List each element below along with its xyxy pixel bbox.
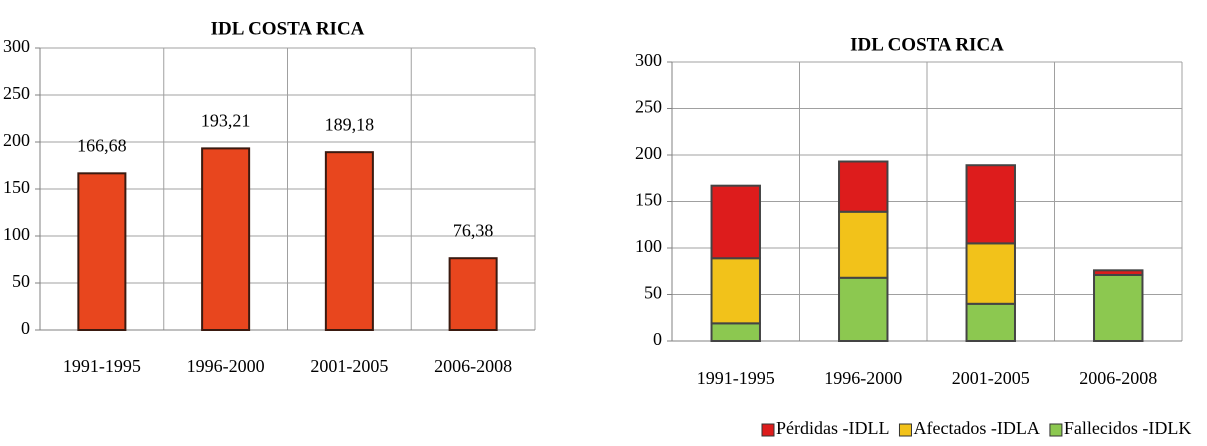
bar-segment [838, 210, 889, 279]
legend-label: Fallecidos -IDLK [1064, 418, 1191, 438]
legend-label: Afectados -IDLA [913, 418, 1039, 438]
legend-swatch [898, 423, 912, 437]
bar-segment [710, 257, 761, 325]
legend-label: Pérdidas -IDLL [776, 418, 889, 438]
bar-segment [965, 242, 1016, 305]
x-tick-label: 2001-2005 [952, 368, 1030, 388]
y-tick-label: 100 [635, 236, 662, 256]
x-tick-label: 2006-2008 [434, 356, 512, 376]
bar [448, 257, 498, 331]
chart-title: IDL COSTA RICA [850, 34, 1004, 55]
x-tick-label: 1996-2000 [824, 368, 902, 388]
data-label: 76,38 [453, 220, 494, 240]
bar-segment [710, 184, 761, 260]
y-tick-label: 0 [653, 329, 662, 349]
legend-swatch [761, 423, 775, 437]
x-tick-label: 1991-1995 [63, 356, 141, 376]
legend-swatch [1049, 423, 1063, 437]
data-label: 189,18 [325, 114, 375, 134]
y-tick-label: 50 [12, 271, 30, 291]
y-tick-label: 200 [3, 130, 30, 150]
y-tick-label: 300 [3, 36, 30, 56]
y-tick-label: 150 [3, 177, 30, 197]
bar-segment [710, 322, 761, 342]
bar [201, 147, 251, 331]
bar-segment [965, 164, 1016, 245]
chart-title: IDL COSTA RICA [211, 18, 365, 39]
x-tick-label: 1991-1995 [697, 368, 775, 388]
y-tick-label: 200 [635, 143, 662, 163]
x-tick-label: 2001-2005 [310, 356, 388, 376]
y-tick-label: 150 [635, 190, 662, 210]
y-tick-label: 250 [635, 97, 662, 117]
bar-segment [838, 276, 889, 343]
y-tick-label: 100 [3, 224, 30, 244]
x-tick-label: 2006-2008 [1079, 368, 1157, 388]
y-tick-label: 50 [644, 283, 662, 303]
y-tick-label: 250 [3, 83, 30, 103]
x-tick-label: 1996-2000 [187, 356, 265, 376]
bar [324, 151, 374, 331]
bar-segment [838, 160, 889, 213]
bar-segment [1093, 273, 1144, 342]
bar-segment [965, 302, 1016, 342]
y-tick-label: 300 [635, 50, 662, 70]
data-label: 166,68 [77, 135, 127, 155]
bar [77, 172, 127, 331]
bar-segment [1093, 269, 1144, 276]
y-tick-label: 0 [21, 318, 30, 338]
data-label: 193,21 [201, 111, 251, 131]
